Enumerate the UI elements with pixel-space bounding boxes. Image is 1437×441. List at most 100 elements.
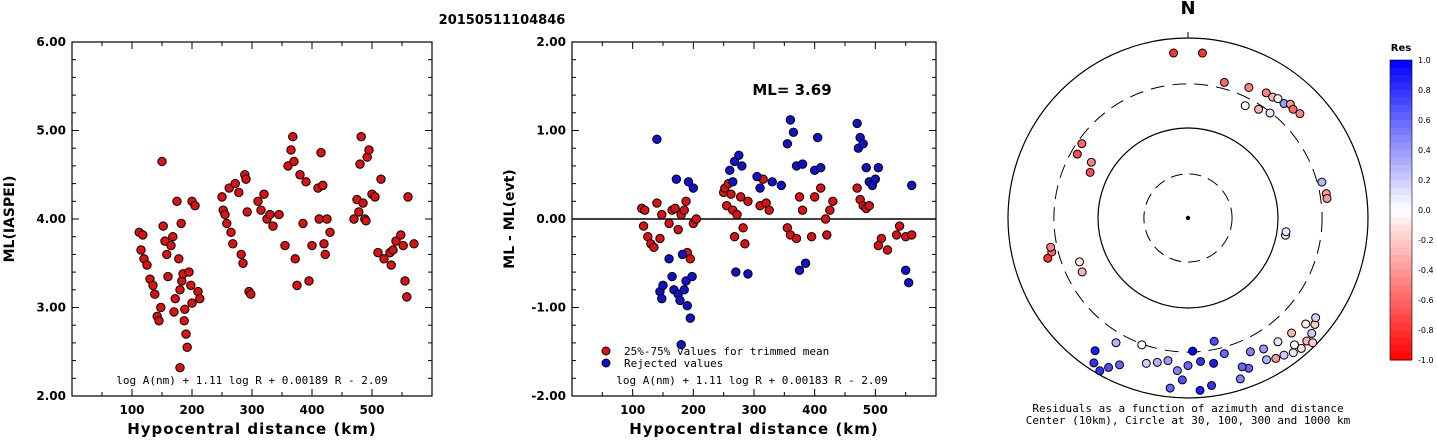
colorbar-cell — [1390, 105, 1412, 113]
data-point — [396, 230, 406, 240]
y-tick-label: -1.00 — [531, 301, 566, 315]
trimmed-mean-point — [664, 218, 674, 229]
residual-point — [1090, 346, 1100, 356]
rejected-point — [667, 271, 677, 282]
data-point — [148, 280, 158, 291]
data-point — [409, 239, 419, 249]
rejected-point — [800, 258, 811, 268]
data-point — [355, 159, 365, 169]
data-point — [358, 198, 368, 208]
colorbar-tick-label: 0.4 — [1418, 146, 1431, 155]
x-tick-label: 200 — [179, 403, 204, 417]
residual-point — [1273, 337, 1283, 347]
data-point — [190, 201, 200, 211]
trimmed-mean-point — [685, 254, 695, 264]
data-point — [154, 316, 164, 326]
x-axis-label: Hypocentral distance (km) — [629, 420, 879, 438]
trimmed-mean-point — [816, 183, 826, 193]
data-point — [388, 245, 398, 255]
x-tick-label: 300 — [741, 403, 766, 417]
data-point — [286, 145, 296, 155]
colorbar-cell — [1390, 210, 1412, 218]
residual-point — [1077, 267, 1087, 277]
colorbar-cell — [1390, 172, 1412, 181]
data-point — [163, 271, 173, 282]
colorbar-tick-label: -0.4 — [1418, 266, 1434, 275]
residual-point — [1075, 257, 1085, 267]
rejected-point — [664, 254, 674, 264]
data-point — [319, 239, 329, 249]
trimmed-mean-point — [828, 196, 838, 207]
formula-label: log A(nm) + 1.11 log R + 0.00189 R - 2.0… — [116, 374, 388, 387]
rejected-point — [671, 174, 682, 184]
residual-point — [1209, 336, 1219, 346]
residual-point — [1307, 328, 1317, 338]
residual-point — [1165, 383, 1175, 393]
rejected-point — [657, 293, 667, 304]
rejected-point — [725, 165, 735, 176]
data-point — [179, 316, 189, 326]
colorbar-cell — [1390, 97, 1412, 106]
rejected-point — [676, 339, 686, 350]
colorbar-cell — [1390, 315, 1412, 323]
trimmed-mean-point — [638, 221, 649, 231]
colorbar-cell — [1390, 225, 1412, 233]
rejected-point — [682, 301, 692, 311]
legend-marker — [601, 358, 611, 368]
data-point — [361, 216, 371, 226]
colorbar-frame — [1389, 59, 1413, 361]
rejected-point — [873, 162, 884, 173]
residual-point — [1072, 149, 1082, 159]
colorbar-cell — [1390, 82, 1412, 91]
data-point — [175, 362, 185, 373]
trimmed-mean-point — [794, 192, 805, 202]
data-point — [228, 239, 238, 249]
north-label: N — [1180, 0, 1195, 19]
residual-point — [1322, 193, 1332, 203]
colorbar-cell — [1390, 60, 1412, 68]
rejected-point — [731, 267, 741, 277]
colorbar-cell — [1390, 240, 1412, 248]
residual-point — [1261, 88, 1271, 98]
rejected-point — [688, 183, 699, 193]
data-point — [398, 240, 408, 251]
data-point — [354, 207, 364, 217]
data-point — [379, 254, 389, 264]
residual-point — [1317, 177, 1327, 187]
x-tick-label: 200 — [681, 403, 706, 417]
residual-point — [1235, 374, 1245, 384]
y-tick-label: 5.00 — [36, 124, 66, 138]
colorbar-cell — [1390, 285, 1412, 293]
x-tick-label: 100 — [620, 403, 645, 417]
x-tick-label: 400 — [802, 403, 827, 417]
data-point — [316, 147, 326, 158]
trimmed-mean-point — [820, 214, 831, 224]
residual-point — [1308, 338, 1318, 348]
data-point — [220, 209, 230, 220]
residual-point — [1281, 227, 1291, 237]
legend-marker — [601, 346, 611, 356]
colorbar-cell — [1390, 232, 1412, 241]
data-point — [236, 249, 246, 260]
data-point — [259, 189, 269, 199]
residual-point — [1219, 349, 1229, 359]
residual-point — [1245, 347, 1255, 357]
trimmed-mean-point — [797, 205, 808, 215]
trimmed-mean-point — [882, 245, 893, 255]
residual-point — [1137, 340, 1147, 350]
residual-point — [1177, 375, 1187, 385]
rejected-point — [743, 269, 753, 279]
trimmed-mean-point — [673, 224, 683, 235]
data-point — [403, 192, 413, 202]
colorbar-title: Res — [1391, 43, 1411, 54]
data-point — [289, 156, 299, 167]
trimmed-mean-point — [681, 196, 691, 207]
colorbar-cell — [1390, 307, 1412, 316]
colorbar-cell — [1390, 262, 1412, 271]
data-point — [136, 245, 146, 255]
data-point — [222, 218, 232, 229]
rejected-point — [900, 265, 911, 276]
colorbar-tick-label: -0.6 — [1418, 296, 1434, 305]
residual-point — [1296, 343, 1306, 353]
